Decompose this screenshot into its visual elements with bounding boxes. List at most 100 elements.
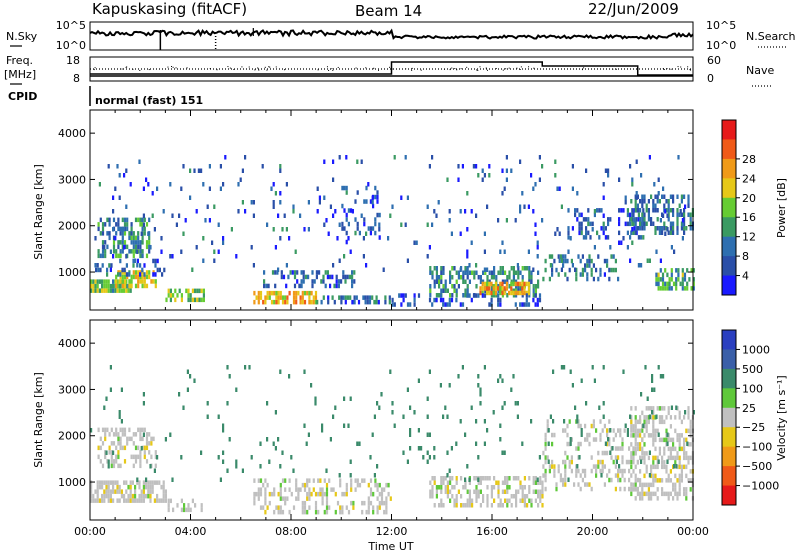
range-cell: [119, 231, 122, 236]
range-cell: [363, 199, 366, 204]
range-cell: [262, 482, 265, 488]
range-cell: [439, 383, 442, 388]
range-cell: [503, 450, 506, 455]
range-cell: [680, 446, 683, 452]
colorbar-tick-label: 20: [742, 192, 756, 205]
range-cell: [521, 266, 524, 271]
range-cell: [318, 195, 321, 200]
range-cell: [488, 286, 491, 291]
range-cell: [606, 473, 609, 478]
range-cell: [658, 437, 661, 443]
range-cell: [162, 498, 165, 503]
range-cell: [634, 221, 637, 226]
range-cell: [353, 270, 356, 275]
range-cell: [606, 450, 609, 456]
range-cell: [187, 293, 190, 298]
range-cell: [647, 496, 650, 501]
range-cell: [347, 236, 350, 241]
range-cell: [661, 230, 664, 235]
range-cell: [130, 283, 133, 289]
range-cell: [109, 493, 112, 499]
colorbar-segment: [722, 256, 736, 277]
range-cell: [101, 244, 105, 250]
freq-dot: [172, 66, 174, 68]
range-cell: [127, 498, 130, 503]
range-cell: [466, 489, 469, 494]
range-cell: [143, 274, 146, 280]
range-cell: [356, 482, 359, 488]
range-cell: [568, 464, 571, 469]
range-cell: [567, 226, 570, 231]
range-cell: [279, 168, 282, 173]
range-cell: [566, 423, 569, 429]
range-cell: [262, 505, 265, 510]
range-cell: [137, 274, 140, 280]
range-cell: [96, 263, 99, 268]
range-cell: [97, 454, 100, 460]
freq-dot: [479, 66, 481, 68]
range-cell: [103, 480, 106, 485]
range-cell: [345, 190, 348, 195]
range-cell: [617, 276, 620, 282]
range-cell: [621, 437, 624, 442]
range-cell: [597, 459, 600, 465]
range-cell: [457, 275, 460, 280]
range-cell: [687, 415, 690, 420]
range-cell: [643, 442, 646, 447]
range-cell: [464, 477, 467, 482]
range-cell: [510, 387, 513, 392]
range-cell: [142, 498, 145, 503]
range-cell: [376, 212, 379, 218]
range-cell: [288, 374, 291, 379]
range-cell: [285, 227, 288, 232]
velocity-ylabel: Slant Range [km]: [32, 372, 45, 468]
range-cell: [651, 378, 654, 383]
range-cell: [329, 274, 332, 280]
range-cell: [650, 491, 653, 497]
range-cell: [597, 276, 600, 282]
range-cell: [356, 190, 359, 195]
range-cell: [678, 482, 681, 488]
range-cell: [569, 437, 572, 442]
range-cell: [402, 450, 405, 455]
range-cell: [497, 378, 500, 383]
range-cell: [585, 230, 588, 236]
range-cell: [384, 295, 387, 300]
range-cell: [526, 266, 529, 271]
range-cell: [429, 494, 432, 499]
range-cell: [629, 221, 632, 227]
range-cell: [141, 235, 144, 241]
range-cell: [361, 500, 364, 506]
range-cell: [674, 473, 677, 479]
range-cell: [101, 253, 105, 259]
range-cell: [669, 451, 672, 456]
noise-trace: [89, 28, 694, 50]
range-cell: [115, 249, 118, 254]
range-cell: [123, 288, 126, 293]
range-cell: [154, 450, 157, 455]
range-cell: [532, 209, 535, 214]
range-cell: [643, 433, 646, 438]
range-cell: [579, 473, 582, 478]
range-cell: [442, 480, 445, 485]
range-cell: [374, 185, 377, 191]
range-cell: [112, 463, 116, 469]
range-cell: [523, 498, 526, 503]
range-cell: [639, 491, 642, 497]
range-cell: [406, 387, 409, 392]
range-cell: [398, 293, 401, 298]
range-cell: [274, 446, 277, 451]
range-cell: [137, 283, 140, 289]
range-cell: [646, 258, 649, 263]
range-cell: [420, 446, 423, 451]
range-cell: [344, 279, 347, 284]
range-cell: [516, 263, 519, 268]
range-cell: [686, 281, 689, 287]
range-cell: [290, 455, 293, 460]
range-cell: [657, 277, 660, 282]
range-cell: [544, 432, 547, 438]
range-cell: [332, 263, 335, 268]
range-cell: [378, 482, 381, 488]
range-cell: [537, 279, 540, 284]
range-cell: [376, 487, 379, 492]
